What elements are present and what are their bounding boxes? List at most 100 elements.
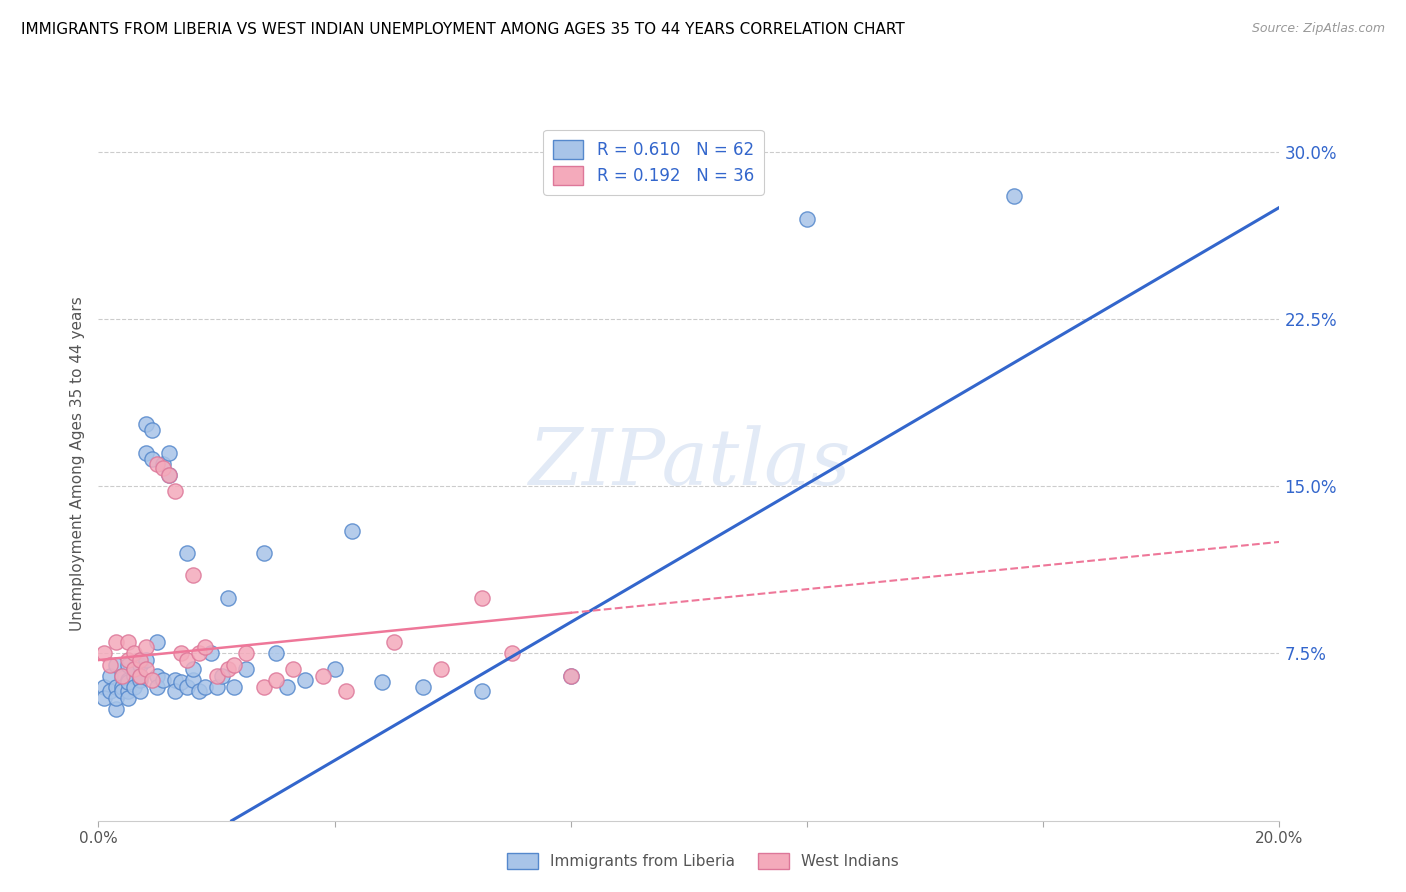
Point <box>98 669 121 683</box>
Point <box>194 640 217 654</box>
Point <box>93 680 115 694</box>
Point <box>146 457 169 471</box>
Point <box>122 669 145 683</box>
Point <box>342 524 364 538</box>
Point <box>276 680 298 694</box>
Point <box>117 675 139 690</box>
Point <box>264 646 287 660</box>
Point <box>412 680 434 694</box>
Point <box>152 457 174 471</box>
Point <box>105 635 128 649</box>
Point <box>165 673 187 688</box>
Point <box>146 635 169 649</box>
Point <box>224 657 246 672</box>
Point <box>211 669 233 683</box>
Point <box>253 680 276 694</box>
Point <box>471 684 494 698</box>
Point <box>283 662 305 676</box>
Point <box>152 673 174 688</box>
Point <box>1002 189 1025 203</box>
Point <box>176 546 198 560</box>
Point <box>501 646 523 660</box>
Point <box>117 684 139 698</box>
Point <box>117 690 139 705</box>
Point <box>122 646 145 660</box>
Point <box>560 669 582 683</box>
Point <box>117 673 139 688</box>
Point <box>157 468 180 483</box>
Point <box>176 653 198 667</box>
Point <box>105 702 128 716</box>
Point <box>141 452 163 467</box>
Point <box>128 669 150 683</box>
Point <box>382 635 405 649</box>
Y-axis label: Unemployment Among Ages 35 to 44 years: Unemployment Among Ages 35 to 44 years <box>69 296 84 632</box>
Point <box>165 684 187 698</box>
Point <box>93 690 115 705</box>
Point <box>217 591 239 605</box>
Point <box>128 673 150 688</box>
Point <box>135 446 157 460</box>
Point <box>128 669 150 683</box>
Point <box>205 680 228 694</box>
Point <box>294 673 316 688</box>
Legend: R = 0.610   N = 62, R = 0.192   N = 36: R = 0.610 N = 62, R = 0.192 N = 36 <box>543 129 763 194</box>
Point <box>141 424 163 438</box>
Point <box>187 684 209 698</box>
Point <box>122 662 145 676</box>
Point <box>371 675 394 690</box>
Point <box>181 568 204 582</box>
Point <box>128 684 150 698</box>
Point <box>98 684 121 698</box>
Point <box>323 662 346 676</box>
Point <box>117 657 139 672</box>
Point <box>217 662 239 676</box>
Point <box>253 546 276 560</box>
Point <box>176 680 198 694</box>
Text: Source: ZipAtlas.com: Source: ZipAtlas.com <box>1251 22 1385 36</box>
Point <box>560 669 582 683</box>
Point <box>135 662 157 676</box>
Point <box>471 591 494 605</box>
Point <box>264 673 287 688</box>
Point <box>117 653 139 667</box>
Point <box>200 646 222 660</box>
Point <box>111 684 134 698</box>
Point <box>111 669 134 683</box>
Point <box>111 680 134 694</box>
Point <box>105 657 128 672</box>
Point <box>187 646 209 660</box>
Point <box>146 680 169 694</box>
Point <box>194 680 217 694</box>
Point <box>122 662 145 676</box>
Legend: Immigrants from Liberia, West Indians: Immigrants from Liberia, West Indians <box>502 847 904 875</box>
Point <box>335 684 357 698</box>
Point <box>93 646 115 660</box>
Point <box>181 662 204 676</box>
Point <box>205 669 228 683</box>
Text: IMMIGRANTS FROM LIBERIA VS WEST INDIAN UNEMPLOYMENT AMONG AGES 35 TO 44 YEARS CO: IMMIGRANTS FROM LIBERIA VS WEST INDIAN U… <box>21 22 905 37</box>
Point <box>141 673 163 688</box>
Text: ZIPatlas: ZIPatlas <box>527 425 851 502</box>
Point <box>157 446 180 460</box>
Point <box>181 673 204 688</box>
Point <box>224 680 246 694</box>
Point <box>135 640 157 654</box>
Point <box>128 657 150 672</box>
Point <box>135 417 157 431</box>
Point <box>135 653 157 667</box>
Point <box>146 669 169 683</box>
Point <box>122 680 145 694</box>
Point <box>128 653 150 667</box>
Point <box>796 211 818 226</box>
Point <box>165 483 187 498</box>
Point <box>170 646 193 660</box>
Point <box>152 461 174 475</box>
Point <box>235 646 257 660</box>
Point <box>157 468 180 483</box>
Point <box>111 669 134 683</box>
Point <box>312 669 335 683</box>
Point <box>170 675 193 690</box>
Point <box>117 635 139 649</box>
Point <box>105 690 128 705</box>
